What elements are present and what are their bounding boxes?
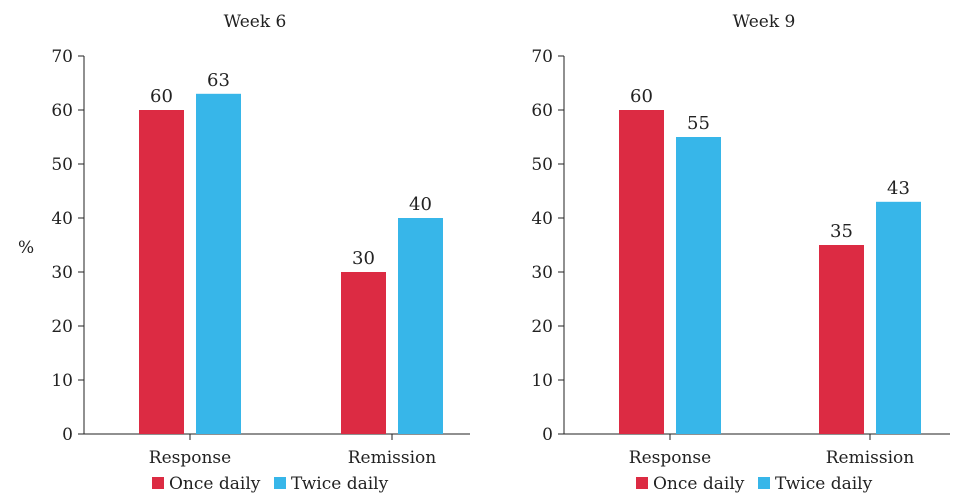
chart-1-legend-label: Twice daily bbox=[291, 474, 389, 494]
chart-1-y-tick-label: 30 bbox=[51, 263, 73, 283]
chart-1-legend-swatch bbox=[274, 477, 286, 489]
chart-1-data-label: 40 bbox=[409, 194, 432, 215]
chart-2-data-label: 43 bbox=[887, 178, 910, 199]
chart-1-category-label: Remission bbox=[348, 448, 437, 468]
chart-2-category-label: Remission bbox=[826, 448, 915, 468]
chart-2-data-label: 60 bbox=[630, 86, 653, 107]
chart-2-category-label: Response bbox=[629, 448, 711, 468]
chart-1-y-tick-label: 40 bbox=[51, 209, 73, 229]
chart-2-y-tick-label: 40 bbox=[531, 209, 553, 229]
chart-1-title: Week 6 bbox=[224, 12, 287, 32]
chart-1-y-tick-label: 60 bbox=[51, 101, 73, 121]
chart-1-bar bbox=[196, 93, 241, 435]
chart-1-bar bbox=[341, 272, 386, 434]
chart-1-data-label: 30 bbox=[352, 248, 375, 269]
chart-1-y-tick-label: 10 bbox=[51, 371, 73, 391]
chart-2-legend-label: Once daily bbox=[653, 474, 745, 494]
chart-2-y-tick-label: 30 bbox=[531, 263, 553, 283]
chart-2-bar bbox=[676, 137, 721, 434]
chart-2-data-label: 55 bbox=[687, 113, 710, 134]
chart-2-legend-swatch bbox=[758, 477, 770, 489]
chart-1-legend-label: Once daily bbox=[169, 474, 261, 494]
chart-1-y-tick-label: 20 bbox=[51, 317, 73, 337]
chart-1-legend-swatch bbox=[152, 477, 164, 489]
chart-1-data-label: 60 bbox=[150, 86, 173, 107]
chart-1-category-label: Response bbox=[149, 448, 231, 468]
chart-2-bar bbox=[876, 201, 921, 434]
chart-2-bar bbox=[819, 245, 864, 434]
chart-1-bar bbox=[139, 110, 184, 434]
chart-2-y-tick-label: 70 bbox=[531, 47, 553, 67]
chart-2-y-tick-label: 10 bbox=[531, 371, 553, 391]
chart-2-legend-swatch bbox=[636, 477, 648, 489]
chart-1-data-label: 63 bbox=[207, 70, 230, 91]
chart-2-title: Week 9 bbox=[733, 12, 796, 32]
chart-panel-1: Week 6 0 10 20 30 40 50 60 70 Response 60 63 Remissi… bbox=[51, 12, 470, 494]
chart-2-y-tick-label: 0 bbox=[542, 425, 553, 445]
chart-2-data-label: 35 bbox=[830, 221, 853, 242]
chart-1-y-tick-label: 70 bbox=[51, 47, 73, 67]
chart-1-bar bbox=[398, 218, 443, 434]
chart-1-y-tick-label: 50 bbox=[51, 155, 73, 175]
chart-panel-2: Week 9 0 10 20 30 40 50 60 70 Response 60 55 Remissi… bbox=[531, 12, 950, 494]
chart-2-y-tick-label: 20 bbox=[531, 317, 553, 337]
chart-2-legend-label: Twice daily bbox=[775, 474, 873, 494]
chart-1-y-tick-label: 0 bbox=[62, 425, 73, 445]
chart-2-y-tick-label: 50 bbox=[531, 155, 553, 175]
chart-2-bar bbox=[619, 110, 664, 434]
chart-2-y-tick-label: 60 bbox=[531, 101, 553, 121]
y-axis-label: % bbox=[18, 238, 34, 258]
